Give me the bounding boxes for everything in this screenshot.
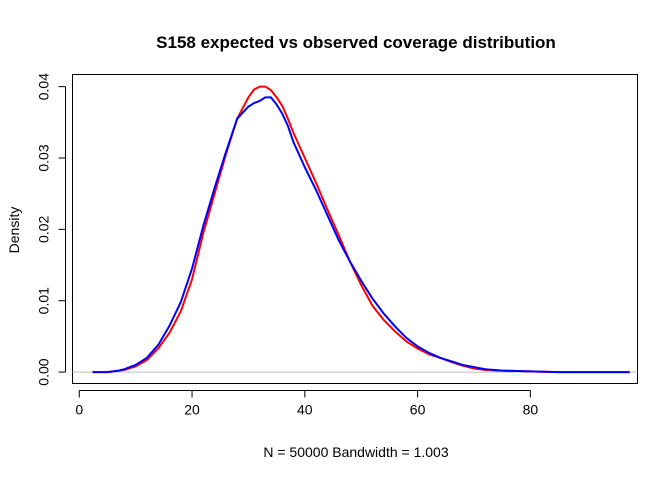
data-point bbox=[327, 214, 328, 215]
y-tick-label: 0.04 bbox=[36, 73, 52, 100]
x-tick-label: 20 bbox=[184, 402, 200, 418]
data-point bbox=[338, 234, 339, 235]
data-point bbox=[383, 319, 384, 320]
data-point bbox=[180, 302, 181, 303]
x-tick-label: 60 bbox=[410, 402, 426, 418]
data-point bbox=[315, 190, 316, 191]
data-point bbox=[203, 232, 204, 233]
data-point bbox=[259, 86, 260, 87]
plot-area-frame bbox=[72, 74, 638, 384]
data-point bbox=[428, 352, 429, 353]
data-point bbox=[276, 97, 277, 98]
data-point bbox=[502, 370, 503, 371]
data-point bbox=[146, 357, 147, 358]
data-point bbox=[118, 370, 119, 371]
y-axis-label: Density bbox=[6, 207, 22, 254]
x-axis: 0 20 40 60 80 bbox=[75, 390, 539, 418]
data-point bbox=[158, 348, 159, 349]
data-point bbox=[485, 369, 486, 370]
y-tick-label: 0.00 bbox=[36, 358, 52, 385]
data-point bbox=[406, 341, 407, 342]
data-point bbox=[462, 364, 463, 365]
data-point bbox=[180, 311, 181, 312]
data-point bbox=[282, 113, 283, 114]
data-point bbox=[276, 104, 277, 105]
data-point bbox=[248, 97, 249, 98]
x-tick-label: 40 bbox=[297, 402, 313, 418]
density-series-2 bbox=[92, 96, 631, 374]
data-point bbox=[253, 102, 254, 103]
data-point bbox=[293, 132, 294, 133]
data-point bbox=[287, 125, 288, 126]
data-point bbox=[253, 89, 254, 90]
data-point bbox=[158, 344, 159, 345]
y-tick-label: 0.03 bbox=[36, 144, 52, 171]
x-axis-label: N = 50000 Bandwidth = 1.003 bbox=[263, 444, 448, 460]
data-point bbox=[135, 364, 136, 365]
chart-title: S158 expected vs observed coverage distr… bbox=[156, 33, 556, 52]
data-point bbox=[214, 187, 215, 188]
series-layer bbox=[92, 85, 631, 374]
data-point bbox=[225, 152, 226, 153]
data-point bbox=[394, 326, 395, 327]
data-point bbox=[349, 261, 350, 262]
data-point bbox=[270, 90, 271, 91]
data-point bbox=[628, 371, 629, 372]
data-point bbox=[259, 100, 260, 101]
data-point bbox=[361, 284, 362, 285]
y-axis: 0.00 0.01 0.02 0.03 0.04 bbox=[36, 73, 66, 386]
series-line bbox=[92, 85, 631, 374]
data-point bbox=[169, 332, 170, 333]
data-point bbox=[191, 268, 192, 269]
data-point bbox=[406, 337, 407, 338]
data-point bbox=[237, 118, 238, 119]
data-point bbox=[270, 97, 271, 98]
data-point bbox=[451, 361, 452, 362]
data-point bbox=[473, 366, 474, 367]
data-point bbox=[146, 359, 147, 360]
data-point bbox=[394, 331, 395, 332]
data-point bbox=[327, 209, 328, 210]
data-point bbox=[417, 346, 418, 347]
data-point bbox=[203, 225, 204, 226]
y-tick-label: 0.02 bbox=[36, 216, 52, 243]
data-point bbox=[169, 325, 170, 326]
data-point bbox=[586, 371, 587, 372]
data-point bbox=[558, 371, 559, 372]
data-point bbox=[214, 193, 215, 194]
data-point bbox=[304, 157, 305, 158]
data-point bbox=[315, 182, 316, 183]
series-line bbox=[92, 96, 631, 374]
data-point bbox=[265, 86, 266, 87]
data-point bbox=[383, 313, 384, 314]
data-point bbox=[191, 279, 192, 280]
data-point bbox=[293, 142, 294, 143]
data-point bbox=[107, 371, 108, 372]
data-point bbox=[440, 357, 441, 358]
data-point bbox=[338, 239, 339, 240]
x-tick-label: 80 bbox=[523, 402, 539, 418]
data-point bbox=[372, 298, 373, 299]
data-point bbox=[372, 305, 373, 306]
data-point bbox=[248, 106, 249, 107]
data-point bbox=[282, 105, 283, 106]
data-point bbox=[530, 371, 531, 372]
data-point bbox=[124, 369, 125, 370]
y-tick-label: 0.01 bbox=[36, 287, 52, 314]
data-point bbox=[93, 371, 94, 372]
data-point bbox=[417, 348, 418, 349]
data-point bbox=[361, 280, 362, 281]
density-series-1 bbox=[92, 85, 631, 374]
data-point bbox=[265, 97, 266, 98]
data-point bbox=[287, 118, 288, 119]
x-tick-label: 0 bbox=[75, 402, 83, 418]
data-point bbox=[304, 167, 305, 168]
